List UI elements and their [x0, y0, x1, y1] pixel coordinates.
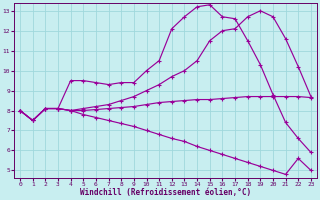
X-axis label: Windchill (Refroidissement éolien,°C): Windchill (Refroidissement éolien,°C)	[80, 188, 251, 197]
